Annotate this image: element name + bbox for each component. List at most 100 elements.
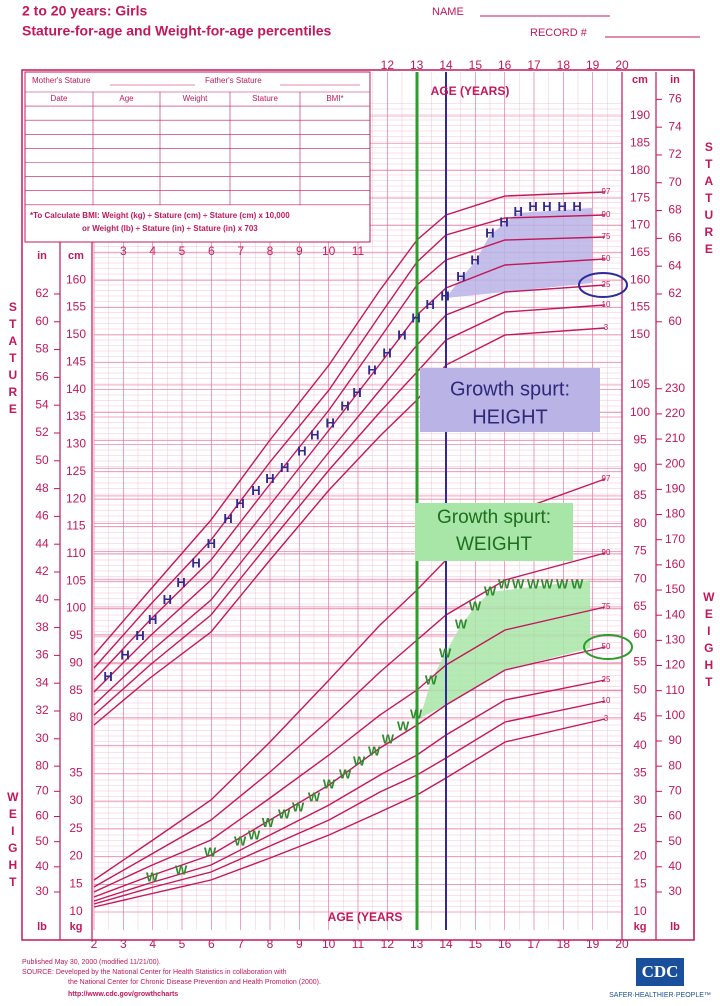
in-tick-label-right: 76 bbox=[668, 92, 682, 106]
data-point: H bbox=[382, 346, 391, 361]
kg-tick-label-right: 60 bbox=[633, 627, 647, 641]
kg-tick-label-right: 90 bbox=[633, 460, 647, 474]
x-tick-label-mid: 10 bbox=[322, 244, 336, 258]
bmi-note: or Weight (lb) ÷ Stature (in) ÷ Stature … bbox=[82, 224, 258, 233]
in-tick-label: 38 bbox=[35, 620, 49, 634]
x-tick-label: 3 bbox=[120, 937, 127, 951]
x-tick-label: 2 bbox=[91, 937, 98, 951]
x-tick-label-top: 16 bbox=[498, 58, 512, 72]
lb-tick-label-right: 100 bbox=[665, 708, 685, 722]
unit-label: kg bbox=[70, 921, 83, 933]
data-point: H bbox=[148, 612, 157, 627]
curve bbox=[93, 327, 606, 726]
data-point: H bbox=[425, 297, 434, 312]
x-tick-label: 8 bbox=[267, 937, 274, 951]
x-tick-label: 16 bbox=[498, 937, 512, 951]
percentile-label: 10 bbox=[602, 300, 611, 309]
lb-tick-label-right: 30 bbox=[668, 884, 682, 898]
data-point: H bbox=[207, 536, 216, 551]
x-tick-label-mid: 11 bbox=[352, 244, 365, 258]
data-point: H bbox=[542, 199, 551, 214]
x-axis-label-top: AGE (YEARS) bbox=[431, 84, 510, 98]
in-tick-label: 42 bbox=[35, 564, 49, 578]
x-tick-label: 17 bbox=[527, 937, 541, 951]
percentile-label: 50 bbox=[602, 642, 611, 651]
data-point: W bbox=[382, 731, 395, 746]
lb-tick-label-right: 200 bbox=[665, 456, 685, 470]
y-tick-label-right: 180 bbox=[630, 163, 650, 177]
data-point: H bbox=[456, 269, 465, 284]
curve bbox=[93, 284, 606, 706]
bmi-note: *To Calculate BMI: Weight (kg) ÷ Stature… bbox=[30, 211, 290, 220]
lb-tick-label-right: 190 bbox=[665, 482, 685, 496]
kg-tick-label-right: 15 bbox=[633, 876, 647, 890]
kg-tick-label-right: 50 bbox=[633, 682, 647, 696]
height-spurt-shade bbox=[446, 208, 592, 298]
unit-label: cm bbox=[68, 250, 84, 262]
record-table: Mother's Stature Father's Stature Date Ag… bbox=[24, 71, 371, 243]
cdc-logo-text: CDC bbox=[642, 962, 679, 981]
percentile-label: 90 bbox=[602, 548, 611, 557]
x-tick-label-top: 15 bbox=[469, 58, 483, 72]
data-point: W bbox=[541, 577, 554, 592]
data-point: H bbox=[411, 310, 420, 325]
in-tick-label: 52 bbox=[35, 425, 49, 439]
data-point: W bbox=[571, 577, 584, 592]
percentile-label: 90 bbox=[602, 210, 611, 219]
x-tick-label: 15 bbox=[469, 937, 483, 951]
lb-tick-label-right: 230 bbox=[665, 381, 685, 395]
lb-tick-label-right: 170 bbox=[665, 532, 685, 546]
percentile-label: 25 bbox=[602, 280, 611, 289]
weight-label-left: WEIGHT bbox=[6, 790, 20, 892]
y-tick-label: 85 bbox=[69, 683, 83, 697]
x-tick-label: 9 bbox=[296, 937, 303, 951]
lb-tick-label-right: 130 bbox=[665, 633, 685, 647]
x-tick-label-mid: 7 bbox=[237, 244, 244, 258]
kg-tick-label-right: 10 bbox=[633, 904, 647, 918]
kg-tick-label-right: 65 bbox=[633, 599, 647, 613]
data-point: W bbox=[353, 754, 366, 769]
lb-tick-label-right: 220 bbox=[665, 406, 685, 420]
table-header: BMI* bbox=[326, 94, 343, 103]
data-point: H bbox=[265, 471, 274, 486]
percentile-label: 25 bbox=[602, 675, 611, 684]
in-tick-label: 44 bbox=[35, 536, 49, 550]
in-tick-label-right: 74 bbox=[668, 119, 682, 133]
data-point: H bbox=[176, 575, 185, 590]
y-tick-label-right: 175 bbox=[630, 190, 650, 204]
lb-tick-label-right: 50 bbox=[668, 834, 682, 848]
data-point: H bbox=[120, 648, 129, 663]
data-point: W bbox=[204, 845, 217, 860]
x-tick-label: 13 bbox=[410, 937, 424, 951]
stature-label-left: STATURE bbox=[6, 300, 20, 419]
y-tick-label: 160 bbox=[66, 272, 86, 286]
unit-label: in bbox=[670, 74, 680, 86]
x-tick-label: 14 bbox=[439, 937, 453, 951]
data-point: H bbox=[135, 628, 144, 643]
curve bbox=[93, 258, 606, 693]
table-header: Age bbox=[119, 94, 134, 103]
kg-tick-label-right: 80 bbox=[633, 516, 647, 530]
father-stature: Father's Stature bbox=[205, 76, 262, 85]
data-point: H bbox=[163, 592, 172, 607]
in-tick-label: 48 bbox=[35, 481, 49, 495]
highlight-ring bbox=[583, 634, 633, 660]
y-tick-label: 95 bbox=[69, 628, 83, 642]
cdc-logo bbox=[636, 958, 684, 986]
in-tick-label: 32 bbox=[35, 703, 49, 717]
weight-callout bbox=[415, 503, 573, 561]
data-point: H bbox=[223, 511, 232, 526]
mother-stature: Mother's Stature bbox=[32, 76, 91, 85]
curve bbox=[93, 236, 606, 681]
kg-tick-label-right: 45 bbox=[633, 710, 647, 724]
data-point: H bbox=[280, 460, 289, 475]
x-tick-label-top: 19 bbox=[586, 58, 600, 72]
x-tick-label-mid: 8 bbox=[267, 244, 274, 258]
data-point: W bbox=[439, 645, 452, 660]
kg-tick-label: 10 bbox=[69, 904, 83, 918]
kg-tick-label-right: 55 bbox=[633, 655, 647, 669]
data-point: H bbox=[235, 496, 244, 511]
x-tick-label-mid: 6 bbox=[208, 244, 215, 258]
y-tick-label-right: 190 bbox=[630, 108, 650, 122]
curve bbox=[93, 606, 606, 893]
